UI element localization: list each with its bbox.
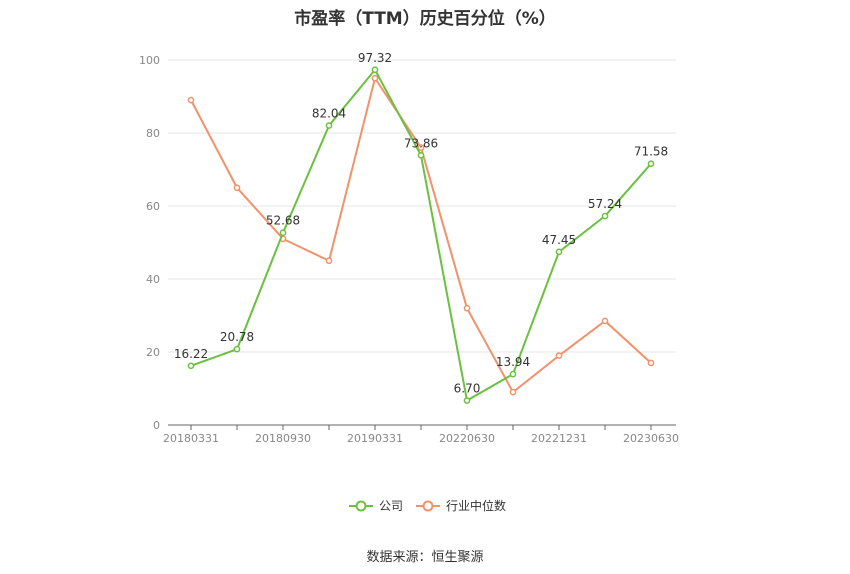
series-line-0 <box>190 67 652 403</box>
data-point <box>647 160 655 168</box>
data-point <box>371 74 379 82</box>
legend-label: 公司 <box>379 499 403 513</box>
data-label: 20.78 <box>220 330 254 344</box>
data-point <box>233 184 241 192</box>
y-tick-label: 40 <box>146 273 160 286</box>
data-label: 16.22 <box>174 347 208 361</box>
data-label: 47.45 <box>542 233 576 247</box>
x-tick-label: 20221231 <box>531 432 587 445</box>
x-tick-label: 20180930 <box>255 432 311 445</box>
x-tick-label: 20180331 <box>163 432 219 445</box>
data-point <box>555 352 563 359</box>
legend-marker <box>422 500 434 512</box>
data-point <box>463 304 471 312</box>
data-point <box>233 345 241 353</box>
data-point <box>325 122 333 129</box>
data-label: 6.70 <box>454 382 481 396</box>
data-point <box>463 397 471 404</box>
source-note: 数据来源：恒生聚源 <box>366 550 484 565</box>
data-point <box>187 96 195 104</box>
data-point <box>601 212 609 220</box>
x-tick-label: 20230630 <box>623 432 679 445</box>
y-tick-label: 60 <box>146 200 160 213</box>
data-label: 97.32 <box>358 51 392 65</box>
x-tick-label: 20220630 <box>439 432 495 445</box>
legend-marker <box>355 500 367 512</box>
y-tick-label: 100 <box>139 54 160 67</box>
y-tick-label: 80 <box>146 127 160 140</box>
data-label: 73.86 <box>404 136 438 150</box>
data-point <box>371 66 379 74</box>
data-label: 52.68 <box>266 214 300 228</box>
data-point <box>187 362 195 370</box>
x-tick-label: 20190331 <box>347 432 403 445</box>
data-point <box>325 257 333 265</box>
data-label: 82.04 <box>312 107 346 121</box>
data-point <box>601 317 609 325</box>
data-point <box>509 370 517 378</box>
data-point <box>555 248 563 256</box>
data-point <box>417 152 425 159</box>
data-label: 71.58 <box>634 145 668 159</box>
data-point <box>417 144 425 151</box>
legend-label: 行业中位数 <box>446 498 506 513</box>
data-label: 13.94 <box>496 355 530 369</box>
y-tick-label: 20 <box>146 346 160 359</box>
data-point <box>279 229 287 237</box>
chart-title: 市盈率（TTM）历史百分位（%） <box>294 9 556 29</box>
data-point <box>509 388 517 396</box>
data-point <box>647 359 655 367</box>
data-label: 57.24 <box>588 197 622 211</box>
y-tick-label: 0 <box>153 419 160 432</box>
